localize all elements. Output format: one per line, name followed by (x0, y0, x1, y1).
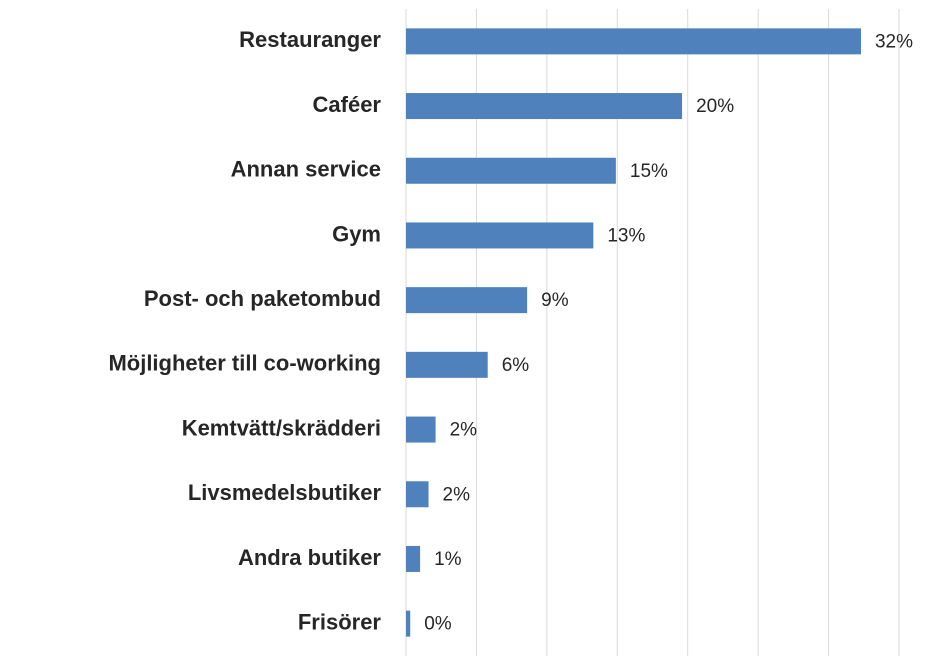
bar (406, 481, 429, 508)
category-label: Frisörer (298, 609, 382, 634)
value-label: 15% (630, 161, 668, 182)
bar (406, 222, 594, 249)
value-label: 20% (696, 96, 734, 117)
bar (406, 351, 488, 378)
category-label: Kemtvätt/skrädderi (182, 415, 381, 440)
bar (406, 287, 528, 314)
bar (406, 157, 616, 184)
category-label: Möjligheter till co-working (108, 351, 381, 376)
category-label: Restauranger (239, 27, 381, 52)
value-label: 9% (541, 290, 569, 311)
category-label: Andra butiker (238, 545, 381, 570)
category-label: Gym (332, 221, 381, 246)
value-label: 2% (450, 420, 478, 441)
category-label: Post- och paketombud (144, 286, 381, 311)
value-label: 0% (424, 614, 452, 635)
bar (406, 93, 683, 120)
bar (406, 28, 861, 55)
category-label: Livsmedelsbutiker (188, 480, 382, 505)
category-label: Annan service (231, 157, 381, 182)
category-label: Caféer (313, 92, 382, 117)
bar (406, 545, 421, 572)
value-label: 32% (875, 31, 913, 52)
value-label: 1% (434, 549, 462, 570)
value-label: 13% (607, 225, 645, 246)
bar (406, 416, 436, 443)
value-label: 2% (443, 484, 471, 505)
value-label: 6% (502, 355, 530, 376)
bar (406, 610, 411, 637)
